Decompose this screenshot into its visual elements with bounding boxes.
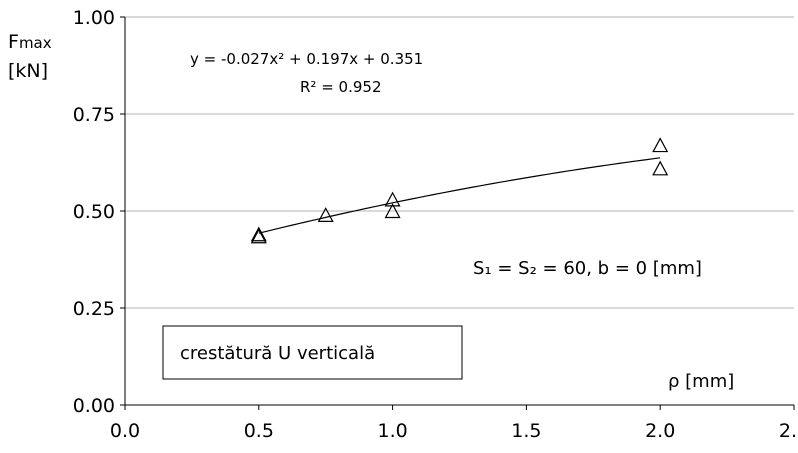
trendline-r2: R² = 0.952 (300, 78, 381, 96)
axes (120, 16, 795, 410)
legend-box-label: crestătură U verticală (180, 343, 375, 364)
tick-labels: 0.00 0.25 0.50 0.75 1.00 0.0 0.5 1.0 1.5 2.0 2.5 (73, 7, 798, 442)
parameters-label: S₁ = S₂ = 60, b = 0 [mm] (473, 258, 702, 279)
x-tick-label: 2.0 (645, 420, 675, 442)
y-axis-label-main: F (8, 31, 19, 53)
y-tick-label: 0.00 (73, 395, 115, 417)
data-points (250, 137, 669, 244)
data-point-triangle (250, 226, 267, 242)
x-tick-label: 2.5 (779, 420, 798, 442)
x-tick-label: 1.0 (377, 420, 407, 442)
y-axis-label-sub: max (19, 34, 52, 52)
data-point-triangle (652, 160, 669, 176)
y-axis-label: Fmax (8, 31, 52, 53)
y-tick-label: 0.50 (73, 201, 115, 223)
data-point-triangle (384, 191, 401, 207)
x-tick-label: 0.5 (244, 420, 274, 442)
data-point-triangle (384, 203, 401, 219)
x-tick-label: 0.0 (110, 420, 140, 442)
y-tick-label: 0.75 (73, 104, 115, 126)
data-point-triangle (652, 137, 669, 153)
grid-lines (125, 16, 794, 309)
trendline-group (258, 157, 661, 234)
data-point-triangle (317, 207, 334, 222)
y-tick-label: 0.25 (73, 298, 115, 320)
data-point-triangle (250, 228, 267, 244)
trendline-equation: y = -0.027x² + 0.197x + 0.351 (190, 50, 423, 68)
trendline (258, 157, 661, 234)
y-axis-unit: [kN] (8, 60, 48, 82)
legend-box (162, 325, 463, 380)
x-tick-label: 1.5 (511, 420, 541, 442)
x-axis-label: ρ [mm] (668, 371, 734, 392)
y-tick-label: 1.00 (73, 7, 115, 29)
